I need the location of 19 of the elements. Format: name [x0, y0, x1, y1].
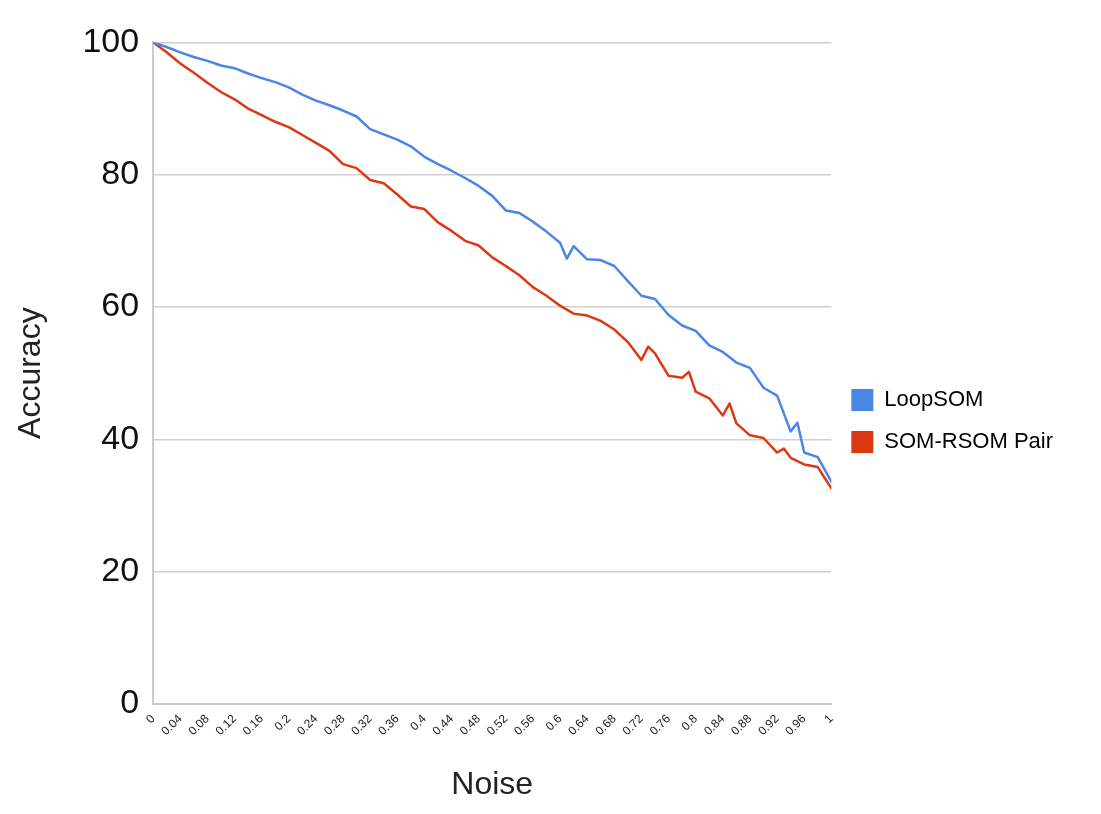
x-tick-label: 0.6 — [542, 711, 565, 734]
legend-label: SOM-RSOM Pair — [884, 428, 1054, 454]
x-tick-label: 0.28 — [321, 711, 348, 738]
x-tick-label: 1 — [821, 711, 837, 727]
y-tick-label: 60 — [101, 285, 140, 324]
x-tick-label: 0.8 — [678, 711, 701, 734]
x-tick-label: 0 — [142, 711, 158, 727]
x-axis-title: Noise — [451, 764, 534, 801]
y-tick-label: 80 — [101, 153, 140, 192]
x-tick-label: 0.32 — [348, 711, 375, 738]
x-tick-label: 0.44 — [429, 711, 457, 738]
x-tick-label: 0.4 — [407, 711, 430, 734]
y-axis-title: Accuracy — [11, 307, 48, 439]
y-tick-label: 40 — [101, 417, 140, 456]
x-tick-label: 0.2 — [271, 711, 294, 734]
y-tick-label: 100 — [82, 20, 140, 59]
y-tick-label: 20 — [101, 549, 140, 588]
x-tick-label: 0.92 — [755, 711, 782, 738]
legend-label: LoopSOM — [884, 386, 984, 412]
